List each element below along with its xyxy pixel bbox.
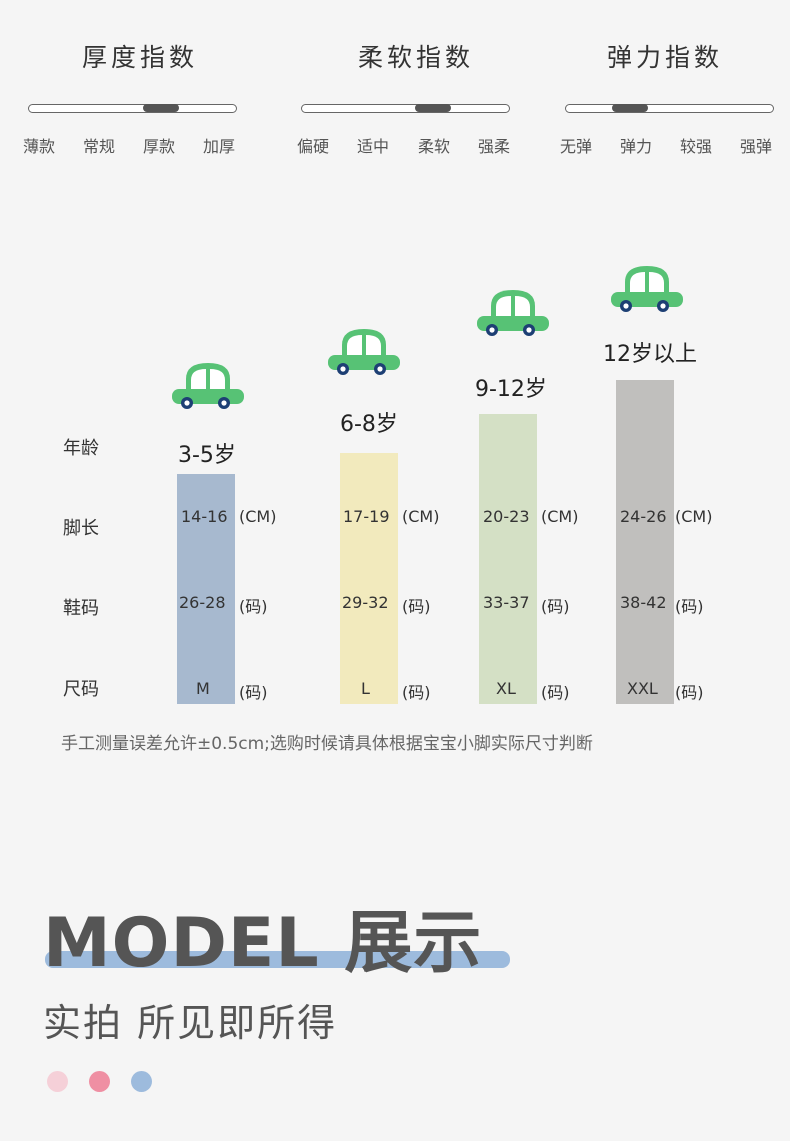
shoe-size-unit: (码) — [402, 597, 431, 616]
scale-knob-softness — [415, 104, 451, 112]
car-icon — [172, 363, 244, 409]
row-label-foot-length: 脚长 — [63, 518, 99, 539]
measurement-note: 手工测量误差允许±0.5cm;选购时候请具体根据宝宝小脚实际尺寸判断 — [61, 734, 593, 754]
foot-length-value: 17-19 — [343, 507, 390, 526]
scale-track-thickness — [28, 104, 237, 113]
level-label: 较强 — [680, 137, 713, 156]
foot-length-value: 24-26 — [620, 507, 667, 526]
level-label: 偏硬 — [297, 137, 330, 156]
car-icon — [477, 290, 549, 336]
title-underline-strip — [45, 951, 510, 968]
decor-dot-pink — [89, 1071, 110, 1092]
level-label: 常规 — [83, 137, 116, 156]
age-label: 9-12岁 — [475, 377, 547, 402]
car-icon — [328, 329, 400, 375]
scale-knob-elasticity — [612, 104, 648, 112]
level-label: 弹力 — [620, 137, 653, 156]
size-value: M — [196, 679, 210, 698]
shoe-size-value: 29-32 — [342, 593, 389, 612]
row-label-shoe-size: 鞋码 — [63, 598, 99, 619]
foot-length-unit: (CM) — [402, 507, 440, 526]
foot-length-unit: (CM) — [675, 507, 713, 526]
shoe-size-value: 26-28 — [179, 593, 226, 612]
foot-length-value: 14-16 — [181, 507, 228, 526]
age-label: 12岁以上 — [603, 342, 697, 367]
decor-dot-pink-light — [47, 1071, 68, 1092]
foot-length-unit: (CM) — [239, 507, 277, 526]
level-label: 柔软 — [418, 137, 451, 156]
size-value: XXL — [627, 679, 658, 698]
size-unit: (码) — [541, 683, 570, 702]
shoe-size-unit: (码) — [541, 597, 570, 616]
level-label: 薄款 — [23, 137, 56, 156]
age-label: 3-5岁 — [178, 443, 236, 468]
model-title: MODEL 展示 — [43, 904, 483, 983]
size-bar — [616, 380, 674, 704]
index-title-thickness: 厚度指数 — [81, 43, 198, 72]
age-label: 6-8岁 — [340, 412, 398, 437]
size-unit: (码) — [239, 683, 268, 702]
size-value: L — [361, 679, 370, 698]
level-label: 加厚 — [203, 137, 236, 156]
row-label-size: 尺码 — [63, 679, 99, 700]
row-label-age: 年龄 — [63, 438, 99, 459]
model-subtitle: 实拍 所见即所得 — [43, 1001, 338, 1045]
foot-length-unit: (CM) — [541, 507, 579, 526]
size-unit: (码) — [675, 683, 704, 702]
car-icon — [611, 266, 683, 312]
size-unit: (码) — [402, 683, 431, 702]
level-label: 适中 — [357, 137, 390, 156]
shoe-size-unit: (码) — [675, 597, 704, 616]
foot-length-value: 20-23 — [483, 507, 530, 526]
size-bar — [479, 414, 537, 704]
size-value: XL — [496, 679, 516, 698]
level-label: 强柔 — [478, 137, 511, 156]
scale-track-elasticity — [565, 104, 774, 113]
scale-knob-thickness — [143, 104, 179, 112]
shoe-size-value: 33-37 — [483, 593, 530, 612]
shoe-size-unit: (码) — [239, 597, 268, 616]
shoe-size-value: 38-42 — [620, 593, 667, 612]
level-label: 无弹 — [560, 137, 593, 156]
level-label: 强弹 — [740, 137, 773, 156]
index-title-softness: 柔软指数 — [357, 43, 474, 72]
level-label: 厚款 — [143, 137, 176, 156]
decor-dot-blue — [131, 1071, 152, 1092]
scale-track-softness — [301, 104, 510, 113]
size-bar — [340, 453, 398, 704]
index-title-elasticity: 弹力指数 — [606, 43, 723, 72]
size-bar — [177, 474, 235, 704]
